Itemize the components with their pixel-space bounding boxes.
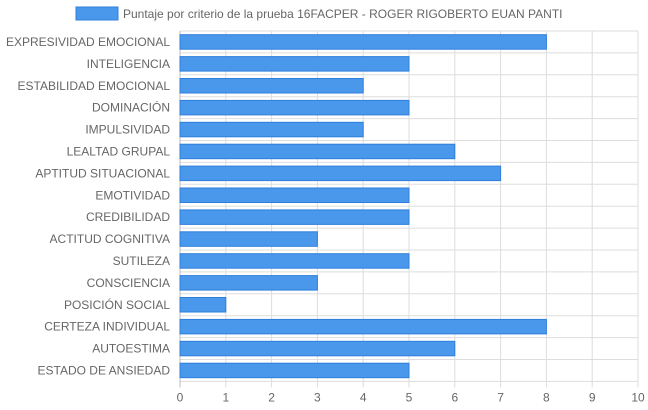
bar[interactable]: [179, 275, 318, 291]
category-label: ESTABILIDAD EMOCIONAL: [18, 79, 171, 93]
x-tick-label: 10: [631, 390, 645, 404]
x-tick-label: 0: [177, 390, 184, 404]
x-tick-label: 7: [497, 390, 504, 404]
category-label: IMPULSIVIDAD: [85, 123, 170, 137]
bar[interactable]: [179, 78, 364, 94]
category-label: EMOTIVIDAD: [95, 188, 170, 202]
category-label: EXPRESIVIDAD EMOCIONAL: [6, 35, 170, 49]
category-labels: EXPRESIVIDAD EMOCIONAL INTELIGENCIA ESTABI…: [6, 35, 170, 378]
bar[interactable]: [179, 231, 318, 247]
x-tick-label: 8: [543, 390, 550, 404]
x-axis-ticks: 0 1 2 3 4 5 6 7 8 9 10: [177, 390, 645, 404]
bar[interactable]: [179, 318, 547, 335]
x-tick-label: 6: [451, 390, 458, 404]
bar[interactable]: [179, 253, 410, 269]
legend[interactable]: Puntaje por criterio de la prueba 16FACP…: [75, 6, 563, 21]
legend-swatch[interactable]: [75, 6, 119, 21]
category-label: ACTITUD COGNITIVA: [50, 232, 170, 246]
category-label: LEALTAD GRUPAL: [67, 144, 171, 158]
x-tick-label: 9: [589, 390, 596, 404]
category-label: INTELIGENCIA: [87, 57, 170, 71]
bar[interactable]: [179, 56, 410, 72]
bar[interactable]: [179, 297, 227, 313]
category-label: DOMINACIÓN: [92, 100, 170, 115]
category-label: CONSCIENCIA: [87, 276, 170, 290]
category-label: APTITUD SITUACIONAL: [35, 166, 170, 180]
bar[interactable]: [179, 340, 456, 357]
category-label: AUTOESTIMA: [92, 342, 170, 356]
bar[interactable]: [179, 187, 410, 203]
category-label: SUTILEZA: [113, 254, 170, 268]
bar[interactable]: [179, 209, 410, 225]
x-tick-label: 1: [222, 390, 229, 404]
x-tick-label: 2: [268, 390, 275, 404]
bar[interactable]: [179, 99, 410, 116]
bar-layer: [179, 34, 547, 379]
bar[interactable]: [179, 143, 456, 160]
x-tick-label: 3: [314, 390, 321, 404]
legend-label[interactable]: Puntaje por criterio de la prueba 16FACP…: [123, 7, 563, 21]
category-label: CREDIBILIDAD: [86, 210, 170, 224]
x-tick-label: 5: [406, 390, 413, 404]
category-label: ESTADO DE ANSIEDAD: [38, 363, 171, 377]
bar[interactable]: [179, 165, 502, 182]
category-label: POSICIÓN SOCIAL: [64, 297, 170, 312]
category-label: CERTEZA INDIVIDUAL: [44, 320, 170, 334]
bar[interactable]: [179, 34, 547, 50]
x-tick-label: 4: [360, 390, 367, 404]
bar[interactable]: [179, 121, 364, 138]
bar[interactable]: [179, 362, 410, 379]
